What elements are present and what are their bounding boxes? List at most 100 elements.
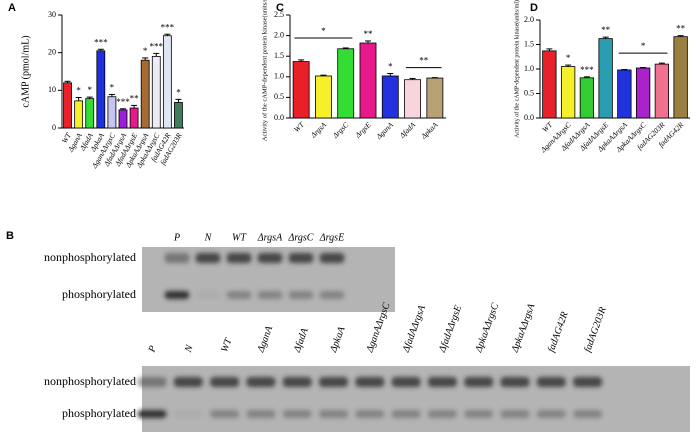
bracket-label: * — [321, 26, 326, 36]
significance: * — [87, 85, 92, 95]
bar — [560, 66, 576, 119]
gel — [142, 366, 690, 432]
band — [210, 377, 240, 387]
significance: * — [176, 87, 181, 97]
lane-label: ΔfadAΔrgsA — [400, 303, 428, 355]
bar — [315, 75, 332, 119]
band — [282, 377, 312, 387]
band — [257, 253, 283, 263]
band — [137, 410, 167, 418]
panel-letter: A — [8, 2, 16, 14]
y-tick-label: 0.0 — [524, 113, 534, 122]
x-tick-label: WT — [540, 120, 554, 134]
bracket-label: ** — [419, 56, 429, 66]
y-tick-label: 20 — [48, 47, 56, 56]
band — [355, 410, 385, 418]
x-tick-label: ΔrgsC — [330, 120, 351, 141]
y-axis-label: Activity of the cAMP-dependent protein k… — [261, 0, 268, 141]
significance: * — [388, 62, 393, 72]
x-tick-label: WT — [292, 120, 306, 134]
x-tick-label: ΔpkaA — [418, 120, 439, 141]
band — [195, 253, 221, 263]
significance: * — [110, 83, 115, 93]
band — [355, 377, 385, 387]
band — [226, 253, 252, 263]
row-label: nonphosphorylated — [44, 374, 136, 388]
row-label: nonphosphorylated — [44, 250, 136, 264]
bar — [617, 69, 632, 119]
bar — [673, 36, 688, 119]
y-tick-label: 10 — [48, 85, 56, 94]
bracket-label: * — [641, 41, 646, 51]
lane-label: N — [183, 343, 196, 355]
band — [500, 377, 530, 387]
y-tick-label: 2.0 — [274, 30, 284, 39]
band — [427, 377, 457, 387]
band — [318, 377, 349, 387]
significance: * — [76, 86, 81, 96]
band — [464, 377, 494, 387]
band — [319, 291, 345, 299]
significance: * — [143, 46, 148, 56]
band — [246, 377, 276, 387]
row-label: phosphorylated — [62, 406, 136, 420]
panel-letter: D — [530, 2, 538, 14]
y-tick-label: 1.0 — [524, 64, 534, 73]
bar — [162, 35, 172, 129]
band — [246, 410, 276, 418]
band — [319, 253, 345, 263]
significance: *** — [580, 65, 594, 75]
lane-label: fadAG203R — [582, 306, 608, 354]
bar — [74, 100, 84, 129]
band — [318, 410, 349, 418]
row-label: phosphorylated — [62, 287, 136, 301]
bar — [107, 96, 117, 129]
band — [282, 410, 312, 418]
lane-label: WT — [232, 232, 247, 243]
band — [173, 377, 203, 387]
significance: ** — [130, 93, 140, 103]
bar — [542, 50, 557, 119]
band — [536, 377, 566, 387]
band — [164, 291, 190, 299]
bar — [151, 56, 161, 129]
bar — [579, 77, 595, 119]
band — [288, 253, 314, 263]
bar — [174, 101, 183, 129]
bar — [118, 109, 128, 129]
panel-letter: C — [276, 2, 284, 14]
y-tick-label: 1.0 — [274, 72, 284, 81]
bar — [426, 77, 444, 119]
band — [164, 253, 190, 263]
lane-label: N — [204, 232, 213, 243]
x-tick-label: ΔfadA — [397, 120, 417, 140]
bar — [292, 61, 310, 119]
lane-label: WT — [219, 336, 235, 354]
y-tick-label: 0 — [52, 123, 56, 132]
y-tick-label: 0.0 — [274, 113, 284, 122]
y-axis-label: Activity of the cAMP-dependent protein k… — [513, 0, 520, 138]
significance: *** — [150, 41, 164, 51]
band — [257, 291, 283, 299]
band — [573, 410, 603, 418]
x-tick-label: ΔganA — [374, 120, 396, 142]
lane-label: ΔpkaAΔrgsA — [509, 301, 537, 354]
band — [137, 377, 167, 387]
lane-label: P — [146, 344, 159, 354]
band — [226, 291, 252, 299]
y-tick-label: 0.5 — [524, 88, 534, 97]
significance: ** — [364, 29, 374, 39]
y-tick-label: 2.5 — [274, 10, 284, 19]
band — [536, 410, 566, 418]
band — [391, 410, 421, 418]
lane-label: ΔrgsA — [257, 232, 283, 243]
bar — [85, 98, 95, 129]
band — [195, 291, 221, 299]
bar — [129, 107, 139, 129]
bar — [63, 82, 72, 129]
significance: ** — [601, 25, 611, 35]
band — [391, 377, 421, 387]
bar — [404, 79, 421, 119]
band — [427, 410, 457, 418]
bar — [359, 42, 377, 119]
